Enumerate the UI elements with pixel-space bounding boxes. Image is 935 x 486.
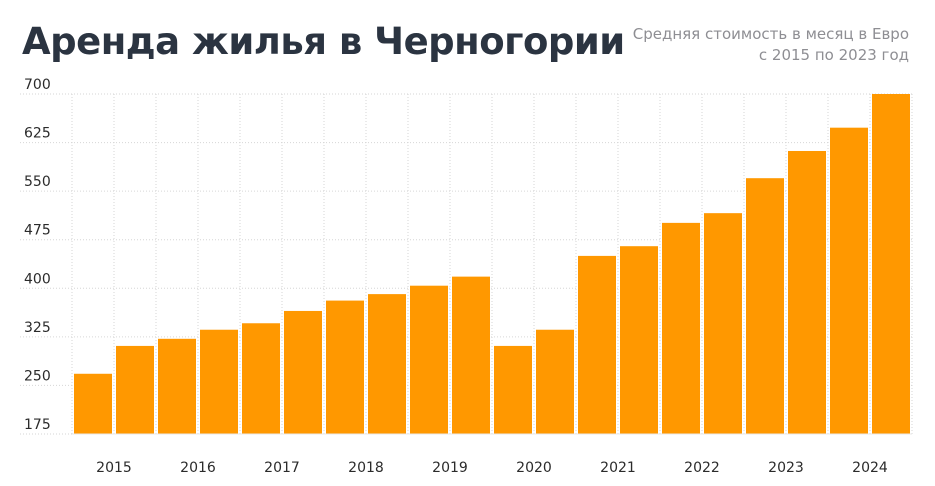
bar [536, 329, 574, 434]
y-tick-label: 250 [24, 368, 51, 384]
bar [746, 178, 784, 434]
bar [872, 94, 910, 434]
bar [704, 213, 742, 434]
subtitle-line-1: Средняя стоимость в месяц в Евро [632, 25, 909, 43]
x-tick-label: 2022 [684, 460, 720, 476]
bar [494, 345, 532, 434]
bar [788, 150, 826, 434]
bar [368, 294, 406, 434]
chart-title: Аренда жилья в Черногории [22, 20, 625, 63]
bar [116, 345, 154, 434]
x-tick-label: 2015 [96, 460, 132, 476]
x-tick-label: 2019 [432, 460, 468, 476]
bar [158, 338, 196, 434]
x-tick-label: 2021 [600, 460, 636, 476]
bar [74, 373, 112, 434]
y-tick-label: 625 [24, 126, 51, 142]
x-tick-label: 2024 [852, 460, 888, 476]
y-tick-label: 700 [24, 77, 51, 93]
bar [284, 310, 322, 434]
bar [200, 329, 238, 434]
subtitle-line-2: с 2015 по 2023 год [758, 46, 909, 64]
bar [242, 323, 280, 434]
x-tick-label: 2016 [180, 460, 216, 476]
bar [662, 222, 700, 434]
y-tick-label: 325 [24, 320, 51, 336]
bar [830, 127, 868, 434]
bar [326, 300, 364, 434]
bar [410, 285, 448, 434]
x-tick-label: 2020 [516, 460, 552, 476]
bar [578, 255, 616, 434]
y-tick-label: 475 [24, 223, 51, 239]
y-tick-label: 550 [24, 174, 51, 190]
x-tick-label: 2017 [264, 460, 300, 476]
chart-subtitle: Средняя стоимость в месяц в Евро с 2015 … [633, 24, 909, 66]
y-tick-label: 175 [24, 417, 51, 433]
x-tick-label: 2018 [348, 460, 384, 476]
bar [452, 276, 490, 434]
x-tick-label: 2023 [768, 460, 804, 476]
bar [620, 246, 658, 434]
y-tick-label: 400 [24, 271, 51, 287]
